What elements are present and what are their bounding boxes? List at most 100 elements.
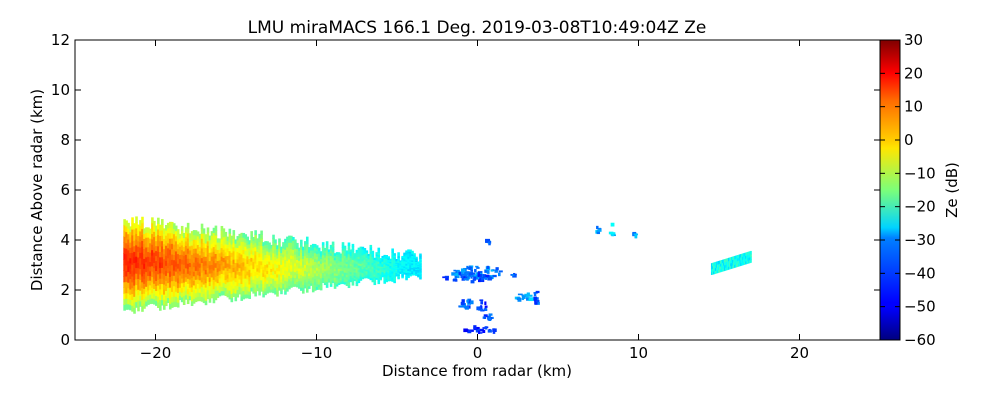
echo-cell (495, 267, 499, 271)
echo-cell (304, 255, 307, 260)
echo-cell (165, 260, 168, 266)
echo-cell (304, 258, 307, 263)
echo-cell (127, 249, 130, 256)
echo-cell (371, 266, 375, 269)
echo-cell (125, 253, 128, 260)
echo-cell (184, 227, 188, 233)
echo-cell (272, 288, 275, 294)
echo-cell (232, 283, 236, 289)
echo-cell (395, 271, 398, 274)
echo-cell (184, 285, 188, 291)
echo-cell (317, 286, 321, 290)
echo-cell (200, 228, 204, 234)
echo-cell (413, 265, 416, 268)
echo-cell (300, 239, 303, 244)
echo-cell (407, 272, 410, 275)
echo-cell (218, 238, 222, 243)
y-tick-label: 12 (51, 31, 70, 49)
echo-cell (240, 279, 244, 285)
echo-cell (224, 239, 228, 245)
echo-cell (178, 237, 182, 243)
echo-cell (198, 283, 202, 289)
echo-cell (353, 253, 357, 256)
echo-cell (313, 281, 317, 285)
echo-cell (351, 246, 355, 250)
echo-cell (460, 271, 464, 276)
echo-cell (222, 244, 226, 250)
echo-cell (206, 276, 210, 282)
echo-cell (413, 273, 416, 276)
echo-cell (292, 270, 295, 275)
echo-cell (170, 248, 174, 255)
echo-cell (339, 277, 343, 281)
echo-cell (246, 278, 249, 284)
echo-cell (347, 279, 351, 283)
echo-cell (238, 260, 242, 265)
echo-cell (288, 272, 291, 277)
echo-cell (212, 255, 216, 262)
echo-cell (724, 264, 726, 269)
echo-cell (357, 265, 361, 268)
echo-cell (143, 233, 146, 239)
echo-cell (375, 255, 379, 258)
echo-cell (206, 231, 210, 237)
echo-cell (226, 247, 230, 253)
echo-cell (361, 276, 365, 280)
echo-cell (333, 272, 337, 276)
echo-cell (411, 253, 414, 256)
echo-cell (419, 255, 422, 258)
echo-cell (309, 244, 313, 249)
echo-cell (246, 263, 249, 268)
echo-cell (260, 264, 263, 269)
echo-cell (165, 295, 168, 302)
echo-cell (204, 234, 208, 240)
echo-cell (137, 294, 140, 301)
echo-cell (596, 231, 601, 235)
echo-cell (317, 260, 321, 264)
echo-cell (413, 259, 416, 262)
echo-cell (371, 273, 375, 277)
echo-cell (341, 247, 345, 251)
echo-cell (387, 276, 390, 279)
echo-cell (256, 254, 259, 259)
echo-cell (311, 282, 315, 287)
echo-cell (331, 272, 335, 276)
echo-cell (389, 265, 392, 268)
echo-cell (383, 276, 387, 279)
echo-cell (214, 239, 218, 245)
echo-cell (377, 252, 381, 255)
echo-cell (375, 252, 379, 255)
colorbar-tick-label: −40 (904, 264, 936, 282)
echo-cell (387, 265, 390, 268)
echo-cell (123, 298, 126, 305)
echo-cell (355, 252, 359, 255)
echo-cell (417, 267, 420, 269)
echo-cell (375, 270, 379, 274)
echo-cell (238, 237, 242, 242)
echo-cell (401, 269, 404, 272)
echo-cell (250, 246, 253, 251)
echo-cell (403, 257, 406, 260)
x-tick-label: 20 (790, 344, 809, 362)
echo-cell (190, 231, 194, 237)
echo-cell (226, 270, 230, 275)
echo-cell (280, 258, 283, 262)
echo-cell (151, 281, 154, 288)
echo-cell (135, 216, 138, 223)
echo-cell (161, 262, 164, 268)
echo-cell (737, 255, 739, 259)
echo-cell (176, 277, 180, 284)
echo-cell (137, 262, 140, 269)
echo-cell (232, 267, 236, 273)
echo-cell (284, 269, 287, 274)
echo-cell (168, 227, 172, 234)
echo-cell (266, 244, 269, 249)
echo-cell (278, 257, 281, 262)
echo-cell (395, 270, 398, 273)
echo-cell (242, 232, 246, 238)
echo-cell (290, 277, 293, 282)
echo-cell (216, 267, 220, 273)
echo-cell (365, 265, 369, 269)
echo-cell (292, 255, 295, 260)
echo-cell (204, 251, 208, 257)
